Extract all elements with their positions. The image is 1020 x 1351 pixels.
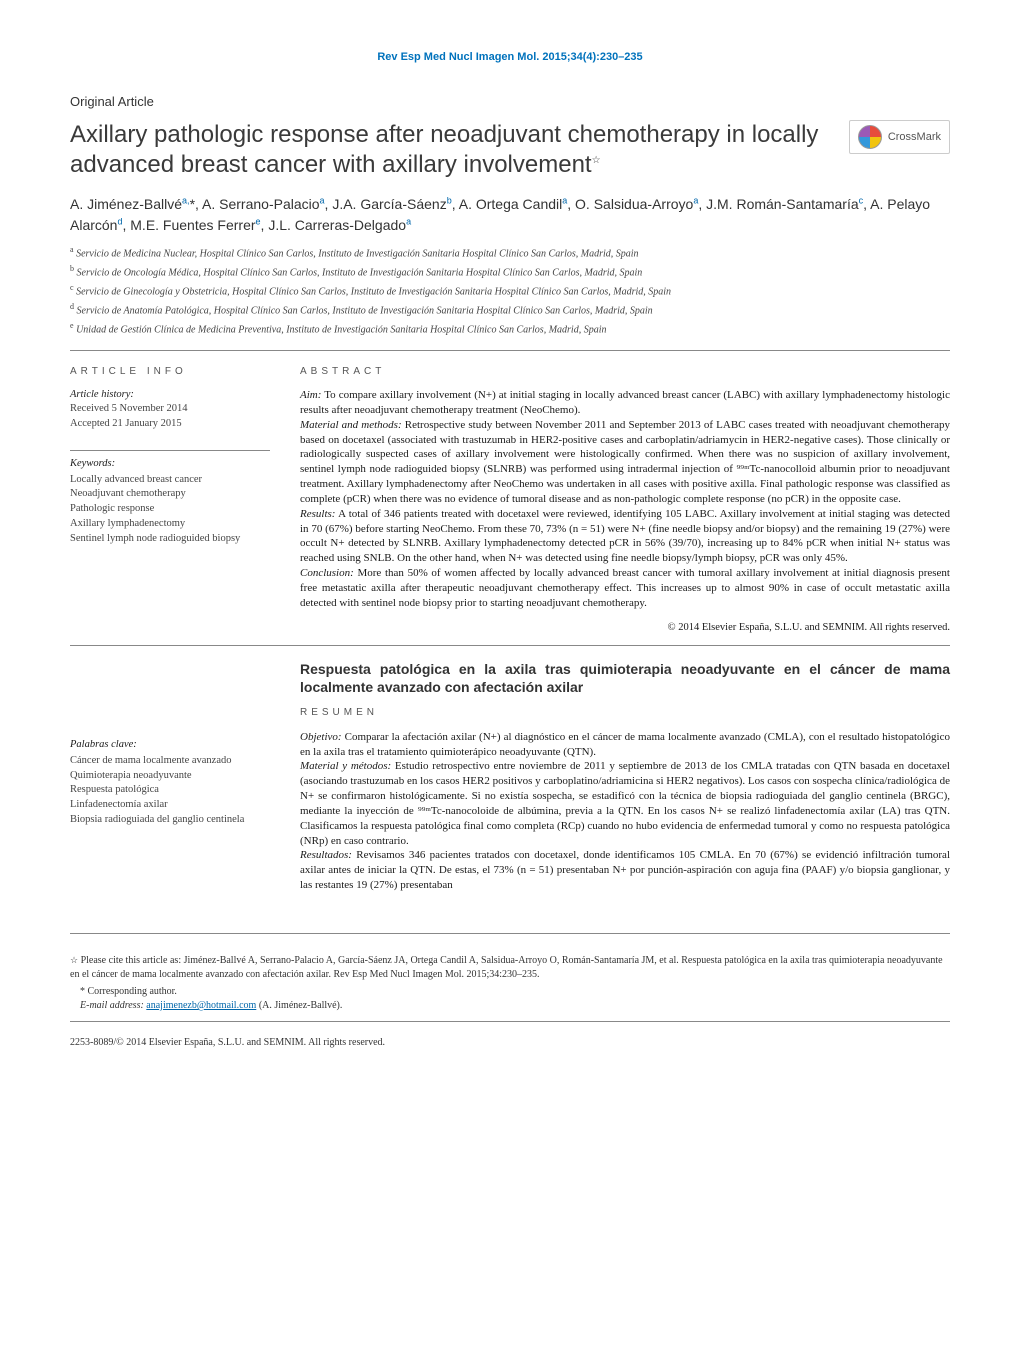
affiliation-line: b Servicio de Oncología Médica, Hospital… [70,263,950,281]
affiliation-line: c Servicio de Ginecología y Obstetricia,… [70,282,950,300]
footnote-star-icon: ☆ [70,955,78,965]
received-date: Received 5 November 2014 [70,402,270,417]
journal-citation-header: Rev Esp Med Nucl Imagen Mol. 2015;34(4):… [70,50,950,65]
palabra-clave-item: Linfadenectomía axilar [70,798,270,813]
palabra-clave-item: Biopsia radioguiada del ganglio centinel… [70,813,270,828]
abstract-segment: Conclusion: More than 50% of women affec… [300,566,950,611]
crossmark-badge[interactable]: CrossMark [849,120,950,154]
abstract-body: Aim: To compare axillary involvement (N+… [300,388,950,611]
issn-copyright: 2253-8089/© 2014 Elsevier España, S.L.U.… [70,1036,950,1050]
keyword-item: Pathologic response [70,502,270,517]
divider [70,450,270,451]
article-title: Axillary pathologic response after neoad… [70,120,829,180]
resumen-body: Objetivo: Comparar la afectación axilar … [300,730,950,893]
keyword-item: Neoadjuvant chemotherapy [70,487,270,502]
keyword-item: Sentinel lymph node radioguided biopsy [70,532,270,547]
title-footnote-star: ☆ [592,155,601,166]
resumen-heading: resumen [300,706,950,720]
abstract-segment: Material and methods: Retrospective stud… [300,418,950,507]
palabra-clave-item: Respuesta patológica [70,783,270,798]
history-label: Article history: [70,388,270,402]
spanish-title: Respuesta patológica en la axila tras qu… [300,660,950,696]
keyword-item: Locally advanced breast cancer [70,473,270,488]
divider [70,350,950,351]
palabras-clave-list: Cáncer de mama localmente avanzadoQuimio… [70,754,270,827]
article-info-heading: article info [70,365,270,379]
affiliation-line: d Servicio de Anatomía Patológica, Hospi… [70,301,950,319]
divider [70,933,950,934]
cite-as-text: Please cite this article as: Jiménez-Bal… [70,955,943,980]
author-list: A. Jiménez-Ballvéa,*, A. Serrano-Palacio… [70,194,950,236]
palabras-clave-label: Palabras clave: [70,738,270,752]
abstract-heading: abstract [300,365,950,379]
divider [70,645,950,646]
copyright-line: © 2014 Elsevier España, S.L.U. and SEMNI… [300,621,950,635]
resumen-segment: Objetivo: Comparar la afectación axilar … [300,730,950,760]
email-author-suffix: (A. Jiménez-Ballvé). [259,1000,343,1011]
keyword-item: Axillary lymphadenectomy [70,517,270,532]
affiliation-line: e Unidad de Gestión Clínica de Medicina … [70,320,950,338]
abstract-segment: Results: A total of 346 patients treated… [300,507,950,566]
affiliation-line: a Servicio de Medicina Nuclear, Hospital… [70,244,950,262]
crossmark-icon [858,125,882,149]
affiliations-block: a Servicio de Medicina Nuclear, Hospital… [70,244,950,337]
resumen-segment: Resultados: Revisamos 346 pacientes trat… [300,848,950,893]
crossmark-label: CrossMark [888,130,941,145]
keywords-list: Locally advanced breast cancerNeoadjuvan… [70,473,270,546]
corresponding-author-label: * Corresponding author. [80,985,950,999]
divider [70,1021,950,1022]
palabra-clave-item: Cáncer de mama localmente avanzado [70,754,270,769]
email-label: E-mail address: [80,1000,144,1011]
resumen-segment: Material y métodos: Estudio retrospectiv… [300,759,950,848]
accepted-date: Accepted 21 January 2015 [70,417,270,432]
abstract-segment: Aim: To compare axillary involvement (N+… [300,388,950,418]
author-email-link[interactable]: anajimenezb@hotmail.com [146,1000,256,1011]
keywords-label: Keywords: [70,457,270,471]
title-text: Axillary pathologic response after neoad… [70,121,818,178]
article-type-label: Original Article [70,93,950,111]
palabra-clave-item: Quimioterapia neoadyuvante [70,769,270,784]
footnotes-block: ☆ Please cite this article as: Jiménez-B… [70,954,950,1013]
